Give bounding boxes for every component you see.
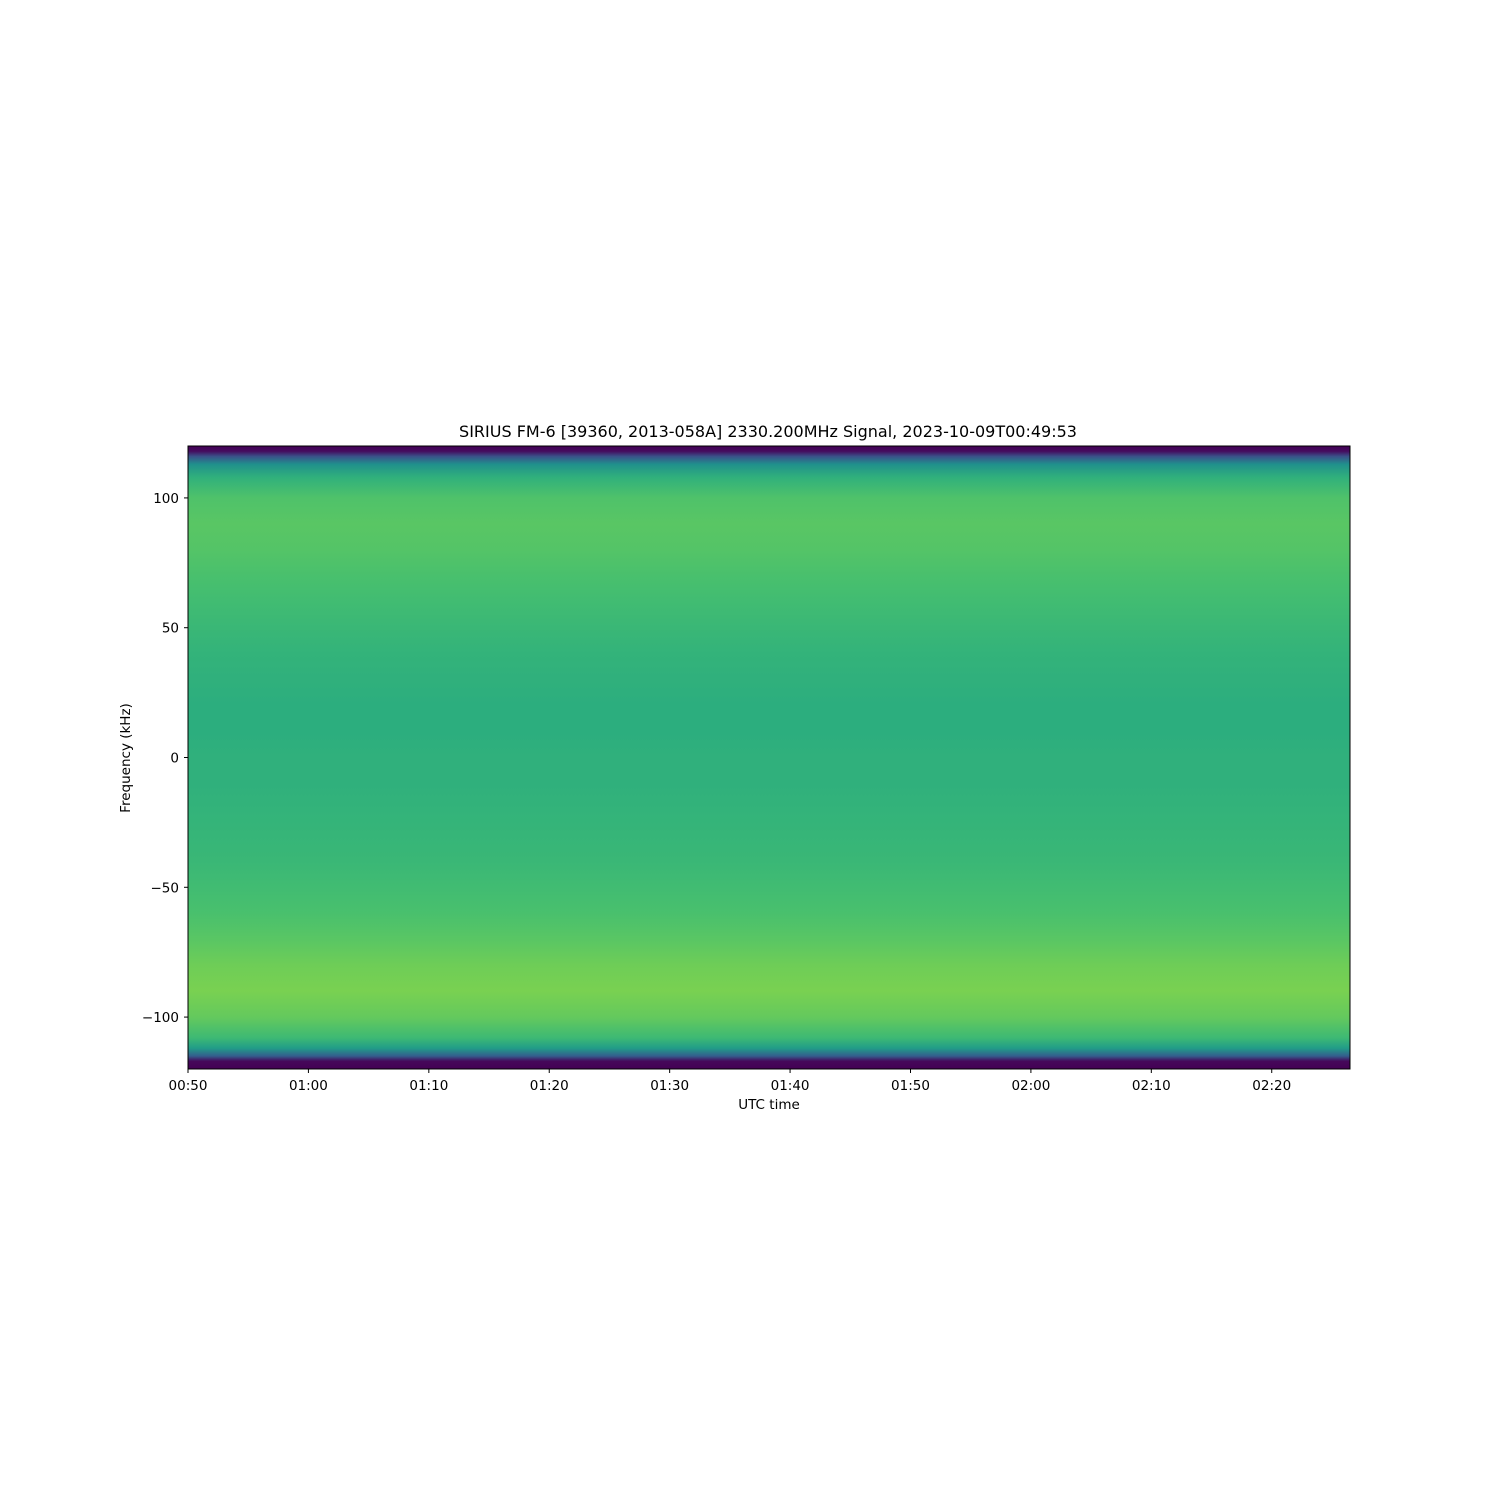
x-tick-label: 02:00	[1011, 1078, 1050, 1094]
y-axis-label: Frequency (kHz)	[118, 703, 134, 813]
x-tick-label: 01:30	[650, 1078, 689, 1094]
x-tick-label: 01:10	[409, 1078, 448, 1094]
y-tick-label: 50	[162, 621, 179, 637]
x-tick-label: 01:40	[771, 1078, 810, 1094]
x-tick-label: 02:20	[1252, 1078, 1291, 1094]
x-tick-label: 00:50	[169, 1078, 208, 1094]
x-tick-label: 01:20	[530, 1078, 569, 1094]
x-tick-label: 01:50	[891, 1078, 930, 1094]
heatmap-cells	[188, 446, 1350, 1069]
x-axis-label: UTC time	[738, 1097, 800, 1113]
y-tick-label: −100	[142, 1010, 179, 1026]
x-tick-label: 01:00	[289, 1078, 328, 1094]
y-tick-label: 100	[153, 491, 179, 507]
x-tick-label: 02:10	[1132, 1078, 1171, 1094]
y-tick-label: 0	[170, 751, 179, 767]
y-axis: 100 50 0 −50 −100	[142, 491, 188, 1026]
x-axis: 00:50 01:00 01:10 01:20 01:30 01:40 01:50 02:00…	[169, 1069, 1291, 1094]
heatmap-area	[188, 446, 1350, 1069]
chart-title: SIRIUS FM-6 [39360, 2013-058A] 2330.200M…	[459, 422, 1077, 441]
y-tick-label: −50	[151, 880, 180, 896]
